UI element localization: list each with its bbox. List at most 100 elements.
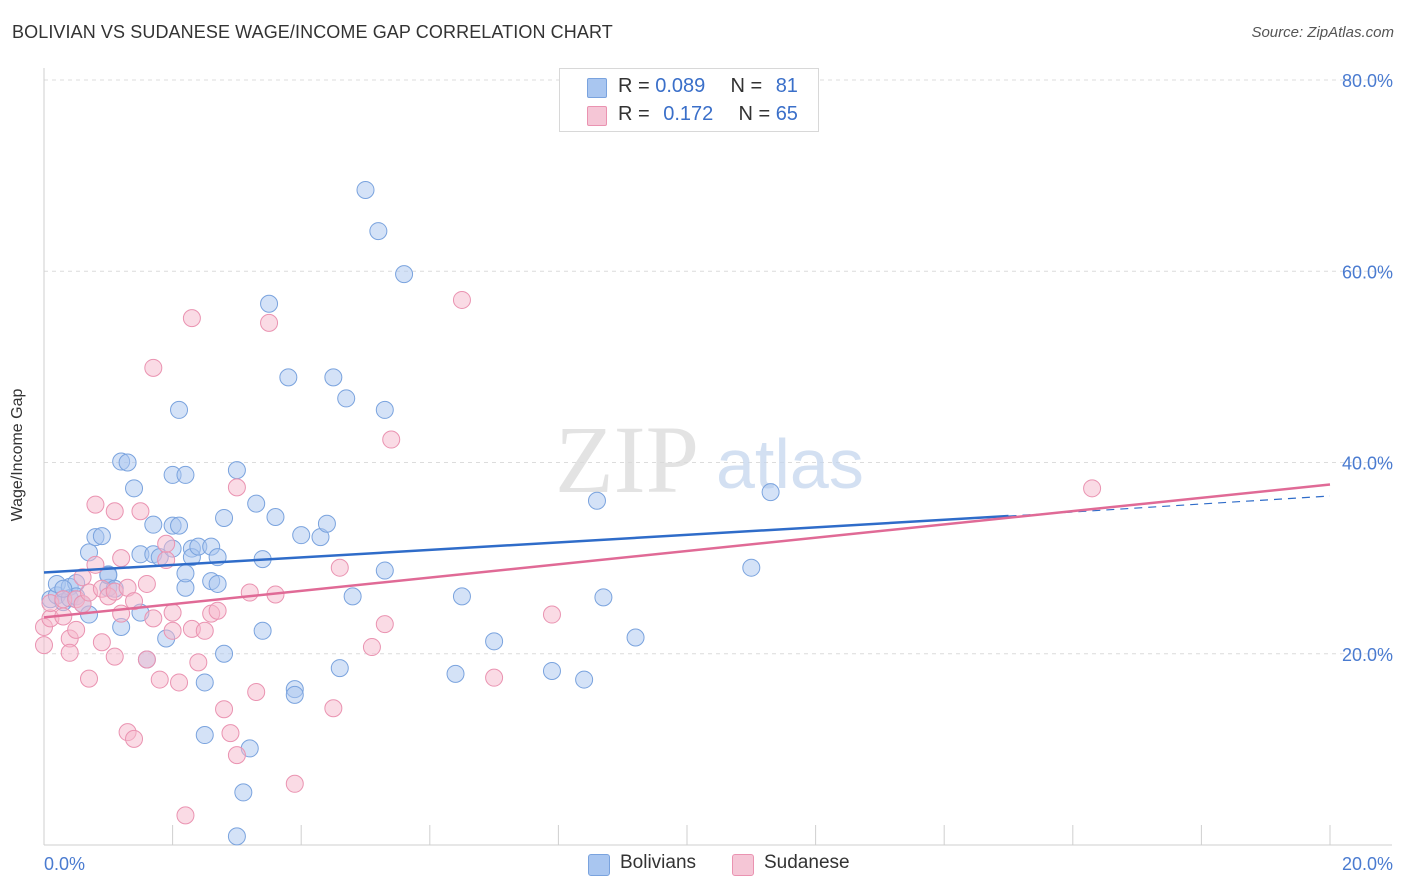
point-sudanese bbox=[330, 558, 349, 577]
point-bolivians bbox=[575, 670, 594, 689]
data-points bbox=[35, 180, 1102, 846]
point-bolivians bbox=[125, 479, 144, 498]
point-sudanese bbox=[125, 592, 144, 611]
point-bolivians bbox=[594, 588, 613, 607]
point-sudanese bbox=[35, 636, 53, 655]
grid-lines bbox=[44, 79, 1392, 655]
point-sudanese bbox=[137, 650, 156, 669]
legend-label-sudanese: Sudanese bbox=[764, 852, 850, 873]
point-sudanese bbox=[131, 502, 150, 521]
point-sudanese bbox=[150, 670, 169, 689]
point-sudanese bbox=[542, 605, 561, 624]
point-bolivians bbox=[369, 222, 388, 241]
point-bolivians bbox=[542, 661, 561, 680]
point-bolivians bbox=[195, 673, 214, 692]
point-bolivians bbox=[446, 664, 465, 683]
source-label: Source: ZipAtlas.com bbox=[1251, 24, 1394, 41]
point-sudanese bbox=[208, 601, 227, 620]
point-bolivians bbox=[234, 783, 253, 802]
point-sudanese bbox=[92, 633, 111, 652]
legend-n-label: N = bbox=[738, 103, 776, 125]
point-sudanese bbox=[195, 621, 214, 640]
point-sudanese bbox=[215, 700, 234, 719]
legend-stats: R = 0.089 N = 81 R = 0.172 N = 65 bbox=[559, 68, 819, 132]
point-sudanese bbox=[227, 478, 246, 497]
point-bolivians bbox=[324, 368, 343, 387]
point-bolivians bbox=[292, 526, 311, 545]
point-sudanese bbox=[80, 669, 99, 688]
tick-labels: 20.0% 40.0% 60.0% 80.0% 0.0% 20.0% bbox=[44, 71, 1393, 874]
point-sudanese bbox=[157, 534, 176, 553]
trend-line-bolivians bbox=[43, 514, 1009, 574]
point-bolivians bbox=[375, 561, 394, 580]
point-sudanese bbox=[382, 430, 401, 449]
point-bolivians bbox=[170, 516, 189, 535]
point-bolivians bbox=[742, 558, 761, 577]
point-sudanese bbox=[112, 549, 131, 568]
point-sudanese bbox=[125, 729, 144, 748]
y-tick-label: 40.0% bbox=[1342, 454, 1393, 474]
point-sudanese bbox=[324, 699, 343, 718]
point-bolivians bbox=[144, 515, 163, 534]
point-sudanese bbox=[163, 621, 182, 640]
y-tick-label: 60.0% bbox=[1342, 262, 1393, 282]
point-bolivians bbox=[92, 527, 111, 546]
point-bolivians bbox=[227, 827, 246, 846]
legend-swatch-bolivians bbox=[587, 78, 607, 98]
legend-swatch-sudanese bbox=[732, 854, 754, 876]
point-sudanese bbox=[485, 668, 504, 687]
point-bolivians bbox=[176, 564, 195, 583]
point-bolivians bbox=[395, 265, 414, 284]
y-tick-label: 20.0% bbox=[1342, 645, 1393, 665]
point-bolivians bbox=[215, 644, 234, 663]
point-sudanese bbox=[144, 358, 163, 377]
trend-line-bolivians-extension bbox=[1008, 495, 1331, 517]
point-sudanese bbox=[362, 638, 381, 657]
point-sudanese bbox=[452, 290, 471, 309]
legend-n-value: 81 bbox=[775, 75, 798, 97]
point-sudanese bbox=[375, 615, 394, 634]
chart-title: BOLIVIAN VS SUDANESE WAGE/INCOME GAP COR… bbox=[12, 22, 613, 42]
legend-n-label: N = bbox=[730, 75, 768, 97]
point-bolivians bbox=[285, 685, 304, 704]
point-sudanese bbox=[86, 495, 105, 514]
point-bolivians bbox=[266, 508, 285, 527]
point-bolivians bbox=[317, 514, 336, 533]
legend-n-value: 65 bbox=[775, 103, 798, 125]
point-bolivians bbox=[208, 574, 227, 593]
point-bolivians bbox=[227, 461, 246, 480]
legend-r-value: 0.089 bbox=[655, 75, 706, 97]
point-bolivians bbox=[215, 508, 234, 527]
y-tick-label: 80.0% bbox=[1342, 71, 1393, 91]
point-sudanese bbox=[105, 647, 124, 666]
point-sudanese bbox=[260, 313, 279, 332]
point-bolivians bbox=[279, 368, 298, 387]
point-sudanese bbox=[67, 620, 86, 639]
trend-lines bbox=[43, 483, 1331, 619]
legend-swatch-bolivians bbox=[588, 854, 610, 876]
point-sudanese bbox=[240, 583, 259, 602]
point-bolivians bbox=[176, 465, 195, 484]
point-bolivians bbox=[170, 400, 189, 419]
watermark-atlas: atlas bbox=[716, 425, 864, 503]
point-bolivians bbox=[337, 389, 356, 408]
point-sudanese bbox=[285, 774, 304, 793]
point-sudanese bbox=[247, 683, 266, 701]
point-sudanese bbox=[189, 653, 208, 672]
x-tick-label: 20.0% bbox=[1342, 854, 1393, 874]
legend-swatch-sudanese bbox=[587, 106, 607, 126]
point-sudanese bbox=[227, 746, 246, 765]
point-bolivians bbox=[587, 491, 606, 510]
point-sudanese bbox=[144, 609, 163, 628]
watermark: ZIP atlas bbox=[555, 406, 864, 513]
point-sudanese bbox=[73, 568, 92, 587]
point-sudanese bbox=[221, 724, 240, 743]
point-sudanese bbox=[163, 603, 182, 622]
point-sudanese bbox=[137, 574, 156, 593]
point-bolivians bbox=[356, 180, 375, 199]
point-bolivians bbox=[343, 587, 362, 606]
point-bolivians bbox=[452, 587, 471, 606]
point-sudanese bbox=[170, 673, 189, 692]
point-sudanese bbox=[176, 806, 195, 825]
